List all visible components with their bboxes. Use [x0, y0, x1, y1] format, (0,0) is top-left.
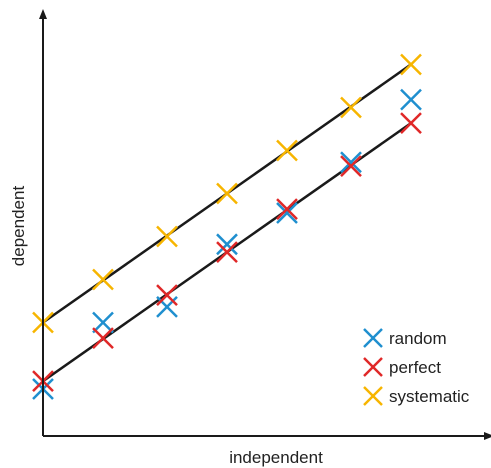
legend-marker-perfect: [363, 357, 383, 377]
legend-marker-systematic: [363, 386, 383, 406]
legend-label-systematic: systematic: [389, 387, 470, 406]
point-perfect-4: [276, 198, 298, 221]
point-perfect-1: [92, 327, 114, 350]
point-random-3: [216, 233, 238, 256]
y-axis-label: dependent: [9, 186, 28, 267]
point-perfect-2: [156, 284, 178, 307]
point-perfect-5: [340, 155, 362, 178]
axes: independent dependent: [9, 9, 491, 467]
point-systematic-4: [276, 139, 298, 162]
point-systematic-5: [340, 96, 362, 119]
legend-label-perfect: perfect: [389, 358, 441, 377]
legend-marker-random: [363, 328, 383, 348]
point-systematic-6: [400, 53, 422, 76]
legend-label-random: random: [389, 329, 447, 348]
point-perfect-6: [400, 112, 422, 134]
point-random-1: [92, 311, 114, 334]
point-random-6: [400, 88, 422, 111]
point-systematic-1: [92, 268, 114, 291]
legend: random perfect systematic: [363, 328, 470, 406]
point-systematic-2: [156, 225, 178, 248]
point-random-2: [156, 295, 178, 318]
point-perfect-3: [216, 241, 238, 264]
data-points: [32, 53, 422, 400]
point-random-5: [340, 151, 362, 174]
x-axis-label: independent: [229, 448, 323, 467]
point-random-4: [276, 202, 298, 224]
point-systematic-3: [216, 182, 238, 205]
